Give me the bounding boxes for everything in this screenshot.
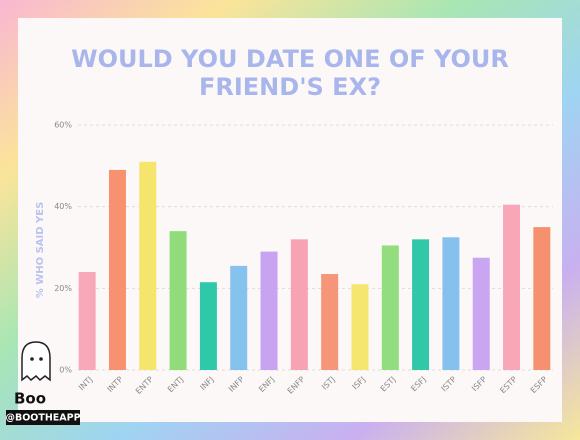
bar (442, 237, 460, 370)
brand-handle: @BOOTHEAPP (5, 413, 80, 424)
chart-title: FRIEND'S EX? (199, 73, 381, 101)
y-tick-label: 40% (54, 202, 72, 211)
bar (230, 265, 248, 370)
brand-name: Boo (14, 390, 46, 408)
bar (472, 257, 490, 370)
bar (412, 239, 430, 370)
bar (351, 284, 369, 370)
bar (321, 274, 339, 370)
bar (533, 227, 551, 370)
bar (78, 272, 96, 370)
bar (503, 204, 521, 370)
y-tick-label: 0% (59, 366, 72, 375)
bar (108, 169, 126, 370)
bar (290, 239, 308, 370)
brand-handle-box (6, 410, 80, 425)
bar (199, 282, 217, 370)
y-tick-label: 60% (54, 121, 72, 130)
bar (169, 231, 187, 370)
chart-title: WOULD YOU DATE ONE OF YOUR (71, 45, 509, 73)
bar (381, 245, 399, 370)
card (18, 18, 562, 422)
bar (260, 251, 278, 370)
brand-logo (21, 341, 51, 382)
y-tick-label: 20% (54, 284, 72, 293)
y-axis-label: % WHO SAID YES (35, 202, 46, 299)
bar (139, 161, 157, 370)
